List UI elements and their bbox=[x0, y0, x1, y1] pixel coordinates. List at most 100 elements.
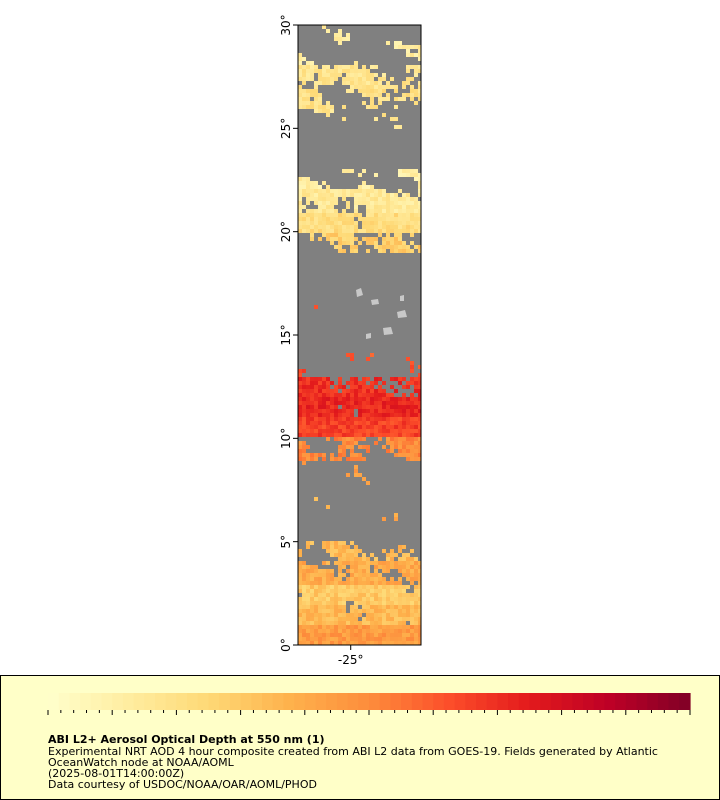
aod-cell bbox=[354, 69, 358, 73]
aod-cell bbox=[398, 413, 402, 417]
aod-cell bbox=[406, 385, 410, 389]
aod-cell bbox=[374, 225, 378, 229]
aod-cell bbox=[410, 417, 414, 421]
aod-cell bbox=[346, 445, 350, 449]
aod-cell bbox=[334, 401, 338, 405]
aod-cell bbox=[314, 93, 318, 97]
aod-cell bbox=[406, 577, 410, 581]
aod-cell bbox=[382, 601, 386, 605]
aod-cell bbox=[378, 601, 382, 605]
colorbar-cell bbox=[58, 693, 70, 710]
aod-cell bbox=[330, 81, 334, 85]
aod-cell bbox=[338, 601, 342, 605]
aod-cell bbox=[366, 249, 370, 253]
aod-cell bbox=[310, 453, 314, 457]
aod-cell bbox=[358, 217, 362, 221]
aod-cell bbox=[326, 545, 330, 549]
aod-cell bbox=[362, 425, 366, 429]
aod-cell bbox=[374, 441, 378, 445]
aod-cell bbox=[334, 385, 338, 389]
aod-cell bbox=[402, 217, 406, 221]
aod-cell bbox=[418, 617, 421, 621]
aod-cell bbox=[374, 557, 378, 561]
aod-cell bbox=[306, 177, 310, 181]
aod-cell bbox=[350, 449, 354, 453]
aod-cell bbox=[358, 401, 362, 405]
aod-cell bbox=[398, 409, 402, 413]
aod-cell bbox=[394, 437, 398, 441]
aod-cell bbox=[414, 601, 418, 605]
aod-cell bbox=[410, 433, 414, 437]
aod-cell bbox=[318, 633, 322, 637]
aod-cell bbox=[366, 193, 370, 197]
aod-cell bbox=[362, 101, 366, 105]
aod-cell bbox=[302, 633, 306, 637]
aod-cell bbox=[362, 621, 366, 625]
aod-cell bbox=[410, 221, 414, 225]
aod-cell bbox=[374, 209, 378, 213]
aod-cell bbox=[406, 561, 410, 565]
aod-cell bbox=[370, 405, 374, 409]
colorbar-cell bbox=[112, 693, 124, 710]
aod-cell bbox=[342, 197, 346, 201]
aod-cell bbox=[326, 209, 330, 213]
aod-cell bbox=[414, 421, 418, 425]
aod-cell bbox=[334, 421, 338, 425]
aod-cell bbox=[390, 229, 394, 233]
aod-cell bbox=[354, 389, 358, 393]
colorbar-cell bbox=[615, 693, 627, 710]
aod-cell bbox=[326, 113, 330, 117]
aod-cell bbox=[342, 229, 346, 233]
aod-cell bbox=[382, 249, 386, 253]
aod-cell bbox=[314, 209, 318, 213]
aod-cell bbox=[314, 601, 318, 605]
aod-cell bbox=[338, 605, 342, 609]
aod-cell bbox=[302, 605, 306, 609]
aod-cell bbox=[338, 561, 342, 565]
aod-cell bbox=[314, 605, 318, 609]
aod-cell bbox=[366, 105, 370, 109]
aod-cell bbox=[386, 205, 390, 209]
aod-cell bbox=[342, 249, 346, 253]
aod-cell bbox=[370, 413, 374, 417]
aod-cell bbox=[318, 381, 322, 385]
aod-cell bbox=[330, 189, 334, 193]
aod-cell bbox=[402, 97, 406, 101]
aod-cell bbox=[362, 381, 366, 385]
aod-cell bbox=[342, 209, 346, 213]
aod-cell bbox=[306, 101, 310, 105]
colorbar-tick-label: 0.5 bbox=[359, 714, 378, 716]
aod-cell bbox=[346, 217, 350, 221]
aod-cell bbox=[382, 205, 386, 209]
aod-cell bbox=[358, 397, 362, 401]
aod-cell bbox=[362, 409, 366, 413]
aod-cell bbox=[302, 637, 306, 641]
aod-cell bbox=[402, 445, 406, 449]
aod-cell bbox=[306, 541, 310, 545]
aod-cell bbox=[378, 101, 382, 105]
aod-cell bbox=[330, 433, 334, 437]
aod-cell bbox=[382, 73, 386, 77]
aod-cell bbox=[366, 593, 370, 597]
aod-cell bbox=[314, 629, 318, 633]
aod-cell bbox=[398, 569, 402, 573]
aod-cell bbox=[418, 613, 421, 617]
aod-cell bbox=[402, 629, 406, 633]
aod-cell bbox=[326, 393, 330, 397]
aod-cell bbox=[374, 381, 378, 385]
aod-cell bbox=[358, 185, 362, 189]
aod-cell bbox=[362, 397, 366, 401]
aod-cell bbox=[310, 585, 314, 589]
aod-cell bbox=[398, 565, 402, 569]
aod-cell bbox=[302, 65, 306, 69]
colorbar-tick-label: 1 bbox=[686, 714, 694, 716]
aod-cell bbox=[370, 397, 374, 401]
aod-cell bbox=[338, 249, 342, 253]
aod-cell bbox=[410, 581, 414, 585]
aod-cell bbox=[398, 637, 402, 641]
aod-cell bbox=[394, 249, 398, 253]
aod-cell bbox=[310, 233, 314, 237]
aod-cell bbox=[342, 449, 346, 453]
aod-cell bbox=[354, 625, 358, 629]
legend-title: ABI L2+ Aerosol Optical Depth at 550 nm … bbox=[48, 733, 325, 746]
